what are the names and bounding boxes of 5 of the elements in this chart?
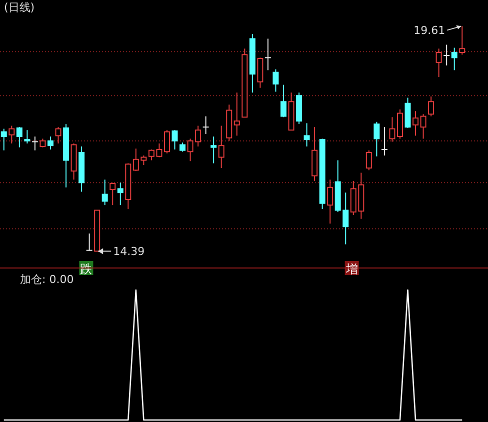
chart-title: 加仓: 0.00 xyxy=(20,273,74,286)
annotation: 14.39 xyxy=(113,245,145,258)
chart-title: (日线) xyxy=(4,1,35,14)
annotation: 19.61 xyxy=(414,24,446,38)
text: 跌 xyxy=(80,262,92,276)
